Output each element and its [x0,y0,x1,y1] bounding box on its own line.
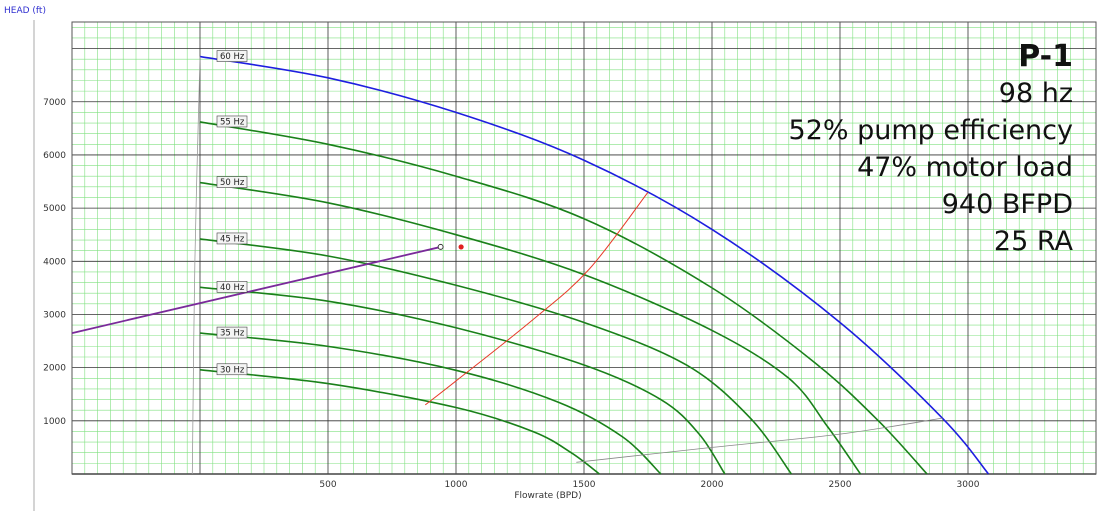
curve-label-box [216,176,248,188]
x-axis-title: Flowrate (BPD) [514,491,581,501]
x-tick-label: 1000 [445,480,468,490]
curve-label-box [216,363,248,376]
y-tick-label: 1000 [43,417,66,427]
flowrate-bfpd: 940 BFPD [941,189,1073,220]
y-tick-label: 7000 [43,98,66,108]
operating-point [458,244,464,250]
bep-line [424,191,649,406]
curve-55-hz [199,121,928,475]
curve-60-hz [199,55,990,475]
curve-label-box [216,232,248,245]
y-tick-label: 4000 [43,257,66,267]
minimum-curve-line [576,417,943,463]
curve-50-hz [199,181,862,475]
axis-ticks: 500 1000 1500 2000 2500 3000 1000 2000 3000 4000 5… [43,98,980,490]
curve-label: 50 Hz [220,178,245,188]
curve-label: 30 Hz [220,365,245,375]
pump-id: P-1 [1018,39,1073,74]
curve-labels: 60 Hz 55 Hz 50 Hz 45 Hz 40 Hz 35 Hz 30 Hz [216,50,248,376]
curve-label-box [216,50,248,62]
y-tick-label: 3000 [43,310,66,320]
curve-label-box [216,281,248,293]
curve-label: 45 Hz [220,234,245,244]
motor-load: 47% motor load [857,152,1073,183]
curve-label: 35 Hz [220,329,245,339]
curve-45-hz [199,238,793,475]
curve-40-hz [199,286,726,475]
pump-efficiency: 52% pump efficiency [788,115,1073,146]
x-tick-label: 2500 [829,480,852,490]
plot-frame [71,21,1097,475]
y-tick-label: 6000 [43,151,66,161]
curve-label-box [216,115,248,128]
min-flow-line [191,56,201,475]
frequency-curves [199,55,990,475]
x-tick-label: 1500 [573,480,596,490]
system-end-marker [437,243,444,250]
curve-35-hz [199,332,662,475]
y-tick-label: 5000 [43,204,66,214]
curve-30-hz [199,368,600,475]
y-tick-label: 2000 [43,364,66,374]
curve-label: 40 Hz [220,283,245,293]
overlay-lines [71,56,943,475]
pump-summary-overlay: P-1 98 hz 52% pump efficiency 47% motor … [789,38,1073,260]
run-amps: 25 RA [993,226,1073,257]
curve-label-box [216,326,248,339]
curve-label: 55 Hz [220,117,245,127]
system-curve-line [71,246,441,334]
x-tick-label: 500 [319,480,336,490]
pump-frequency: 98 hz [998,78,1073,109]
y-axis-title: HEAD (ft) [4,6,46,16]
curve-label: 60 Hz [220,52,245,62]
x-tick-label: 3000 [957,480,980,490]
x-tick-label: 2000 [701,480,724,490]
